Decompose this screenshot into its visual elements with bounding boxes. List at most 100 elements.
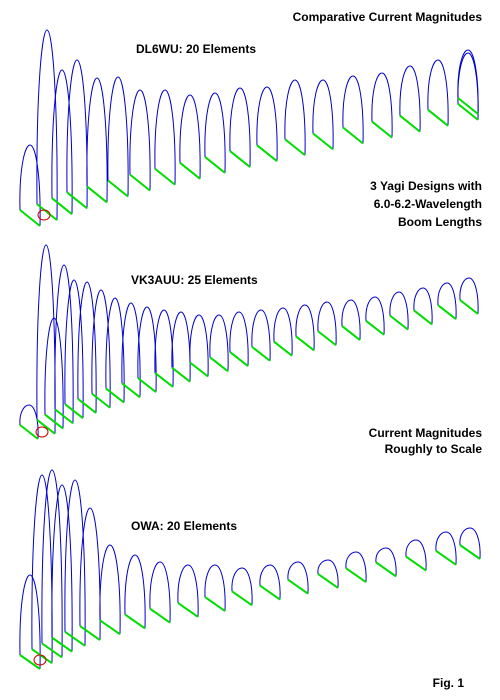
- vk3auu-element: [36, 419, 56, 435]
- dl6wu-current-lobe: [457, 49, 479, 115]
- owa-current-lobe: [345, 551, 367, 583]
- vk3auu-element: [317, 330, 337, 347]
- owa-current-lobe: [51, 484, 73, 652]
- dl6wu-element: [36, 203, 58, 221]
- owa-element: [64, 631, 86, 647]
- dl6wu-current-lobe: [399, 65, 421, 132]
- dl6wu-current-lobe: [19, 144, 41, 227]
- scale-note-line-1: Current Magnitudes: [368, 426, 482, 440]
- vk3auu-lobes: [19, 244, 479, 440]
- owa-current-lobe: [41, 469, 63, 658]
- vk3auu-element: [77, 398, 97, 414]
- owa-current-lobe: [259, 564, 281, 600]
- dl6wu-element: [66, 191, 88, 210]
- yagi-designs-note: 3 Yagi Designs with 6.0-6.2-Wavelength B…: [370, 177, 482, 231]
- vk3auu-label: VK3AUU: 25 Elements: [131, 273, 258, 287]
- scale-note-line-2: Roughly to Scale: [384, 442, 482, 456]
- owa-current-lobe: [317, 559, 339, 588]
- vk3auu-element: [365, 320, 385, 336]
- dl6wu-element: [312, 132, 334, 151]
- owa-element: [435, 549, 457, 566]
- owa-current-lobe: [124, 554, 146, 629]
- dl6wu-current-lobe: [284, 79, 306, 156]
- vk3auu-current-lobe: [54, 264, 74, 424]
- vk3auu-current-lobe: [36, 244, 56, 434]
- figure-title: Comparative Current Magnitudes: [292, 10, 482, 24]
- owa-element: [19, 654, 41, 670]
- dl6wu-element: [399, 114, 421, 133]
- vk3auu-element: [413, 309, 433, 326]
- vk3auu-current-lobe: [64, 279, 84, 419]
- dl6wu-current-lobe: [66, 59, 88, 209]
- dl6wu-element: [371, 120, 393, 139]
- vk3auu-current-lobe: [459, 277, 479, 315]
- dl6wu-element: [204, 156, 226, 174]
- vk3auu-element: [295, 335, 315, 352]
- dl6wu-current-lobe: [204, 92, 226, 173]
- owa-element: [375, 561, 397, 578]
- vk3auu-current-lobe: [105, 297, 125, 403]
- vk3auu-current-lobe: [137, 306, 157, 393]
- dl6wu-current-lobe: [51, 69, 73, 215]
- vk3auu-current-lobe: [189, 314, 209, 377]
- dl6wu-element: [86, 185, 108, 204]
- dl6wu-element: [256, 144, 278, 162]
- dl6wu-element: [427, 109, 449, 127]
- owa-current-lobe: [149, 561, 171, 623]
- vk3auu-element: [229, 351, 249, 367]
- owa-element: [124, 613, 146, 630]
- owa-current-lobe: [99, 544, 121, 635]
- owa-element: [79, 625, 101, 641]
- owa-element: [345, 567, 367, 583]
- yagi-note-line-3: Boom Lengths: [398, 215, 482, 229]
- dl6wu-current-lobe: [129, 89, 151, 191]
- vk3auu-current-lobe: [91, 289, 111, 408]
- owa-element: [459, 544, 481, 560]
- owa-current-lobe: [231, 567, 253, 606]
- vk3auu-element: [121, 382, 141, 399]
- vk3auu-element: [341, 325, 361, 341]
- vk3auu-current-lobe: [389, 291, 409, 330]
- yagi-note-line-1: 3 Yagi Designs with: [370, 179, 482, 193]
- owa-element: [405, 555, 427, 572]
- dl6wu-current-lobe: [36, 29, 58, 221]
- dl6wu-element: [107, 179, 129, 198]
- vk3auu-current-lobe: [209, 314, 229, 372]
- dl6wu-current-lobe: [427, 59, 449, 126]
- owa-current-lobe: [459, 527, 481, 560]
- vk3auu-current-lobe: [341, 299, 361, 341]
- vk3auu-element: [389, 314, 409, 331]
- owa-element: [51, 636, 73, 653]
- dl6wu-element: [342, 126, 364, 145]
- dl6wu-current-lobe: [229, 87, 251, 168]
- dl6wu-current-lobe: [179, 94, 201, 179]
- owa-current-lobe: [19, 574, 41, 670]
- vk3auu-current-lobe: [437, 282, 457, 320]
- owa-current-lobe: [31, 474, 53, 664]
- dl6wu-current-lobe: [371, 72, 393, 138]
- vk3auu-current-lobe: [229, 311, 249, 367]
- owa-current-lobe: [64, 479, 86, 646]
- yagi-note-line-2: 6.0-6.2-Wavelength: [373, 197, 482, 211]
- vk3auu-current-lobe: [273, 307, 293, 356]
- owa-lobes: [19, 469, 481, 670]
- owa-element: [177, 602, 199, 618]
- vk3auu-element: [171, 366, 191, 383]
- dl6wu-element: [229, 150, 251, 168]
- vk3auu-element: [154, 372, 174, 388]
- vk3auu-current-lobe: [171, 311, 191, 382]
- owa-element: [99, 619, 121, 636]
- dl6wu-current-lobe: [86, 77, 108, 203]
- vk3auu-element: [54, 408, 74, 425]
- vk3auu-element: [137, 377, 157, 393]
- vk3auu-driven-element-marker: [35, 426, 49, 438]
- owa-element: [204, 596, 226, 612]
- owa-element: [149, 607, 171, 624]
- vk3auu-element: [189, 361, 209, 378]
- vk3auu-current-lobe: [295, 304, 315, 351]
- owa-element: [259, 584, 281, 601]
- vk3auu-current-lobe: [317, 301, 337, 346]
- vk3auu-element: [209, 356, 229, 373]
- dl6wu-current-lobe: [154, 89, 176, 185]
